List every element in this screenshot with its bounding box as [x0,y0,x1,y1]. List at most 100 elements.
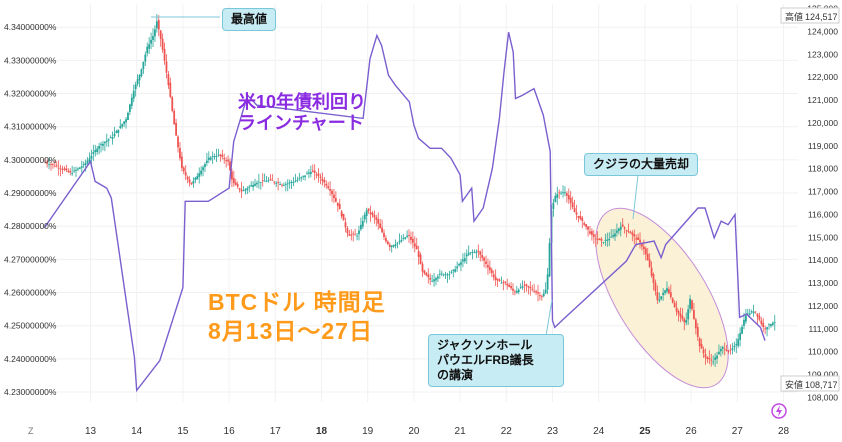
candle-body [419,254,422,264]
candle-body [604,239,607,241]
right-tick-label: 110,000 [808,347,838,357]
low-price-tag: 安値 108,717 [780,375,840,392]
candle-body [284,184,287,185]
candle-body [52,163,54,165]
candle-body [127,112,129,121]
candle-body [209,157,212,160]
candle-body [735,344,738,346]
candle-body [512,288,514,291]
left-tick-label: 4.27000000% [4,254,57,264]
candle-body [656,292,659,300]
candle-body [600,239,603,241]
candle-body [294,180,297,182]
candle-body [155,21,158,29]
candle-body [581,217,584,221]
candle-body [265,180,268,182]
candle-body [642,246,645,250]
candle-body [308,172,310,174]
candle-body [612,235,614,237]
candle-body [119,125,122,128]
candle-body [288,182,291,184]
candle-body [689,298,691,309]
candle-body [442,274,445,276]
candle-body [373,214,376,218]
left-tick-label: 4.24000000% [4,354,57,364]
x-tick-label: 22 [501,426,513,437]
x-tick-label: 15 [177,426,189,437]
candle-body [693,310,695,319]
right-axis: 125,000124,000123,000122,000121,000120,0… [807,4,838,403]
candle-body [352,233,355,235]
right-tick-label: 118,000 [808,164,838,174]
candle-body [490,269,493,274]
candle-body [502,282,505,283]
candle-body [240,189,243,192]
candle-body [450,271,453,273]
candle-body [687,309,690,320]
candle-body [710,359,713,361]
lightning-icon[interactable] [771,403,787,419]
candle-body [207,157,210,160]
candle-body [639,239,641,243]
candle-body [290,182,293,183]
right-tick-label: 108,000 [807,392,838,402]
candle-body [342,213,345,221]
candle-body [712,361,715,363]
candle-body [465,254,468,257]
candle-body [371,212,374,216]
candle-body [194,177,197,180]
candle-body [498,279,501,281]
candle-body [90,155,93,159]
x-tick-label: 21 [455,426,467,437]
candle-body [367,208,370,212]
candle-body [57,167,60,169]
candle-body [741,326,743,334]
candle-body [53,165,56,167]
candle-body [723,348,726,350]
candle-body [535,291,537,293]
candle-body [250,185,253,187]
candle-body [82,164,85,165]
right-tick-label: 120,000 [807,118,838,128]
callout-leaders [151,16,639,337]
candle-body [764,328,767,330]
candle-body [431,280,434,282]
x-tick-label: 14 [131,426,143,437]
candle-body [138,74,141,81]
candle-body [471,252,474,253]
candle-body [521,286,524,288]
low-tag-label: 安値 [785,379,803,390]
candle-body [363,214,366,220]
candle-body [200,170,203,175]
candle-body [675,307,678,312]
candle-body [102,143,104,146]
right-tick-label: 112,000 [808,301,838,311]
x-tick-label: 27 [732,426,744,437]
candle-body [306,173,308,175]
candle-body [592,234,595,238]
candle-body [221,154,224,157]
candle-body [140,69,143,76]
candle-body [485,261,487,264]
candle-body [117,129,120,133]
candle-body [163,48,166,61]
candle-body [55,165,58,167]
candle-body [658,299,661,301]
high-tag-value: 124,517 [805,12,838,22]
candle-body [69,171,72,173]
candle-body [463,258,466,262]
yield-line [43,32,766,393]
candle-body [635,238,638,240]
candle-body [731,348,734,350]
candle-body [188,179,191,183]
candle-body [483,257,485,261]
candle-body [206,160,208,163]
candle-body [388,244,391,247]
candle-body [65,168,68,171]
candle-body [448,274,451,275]
candle-body [644,248,647,255]
candle-body [286,183,289,185]
candle-body [708,358,711,360]
right-tick-label: 124,000 [807,26,838,36]
candle-body [508,285,511,287]
